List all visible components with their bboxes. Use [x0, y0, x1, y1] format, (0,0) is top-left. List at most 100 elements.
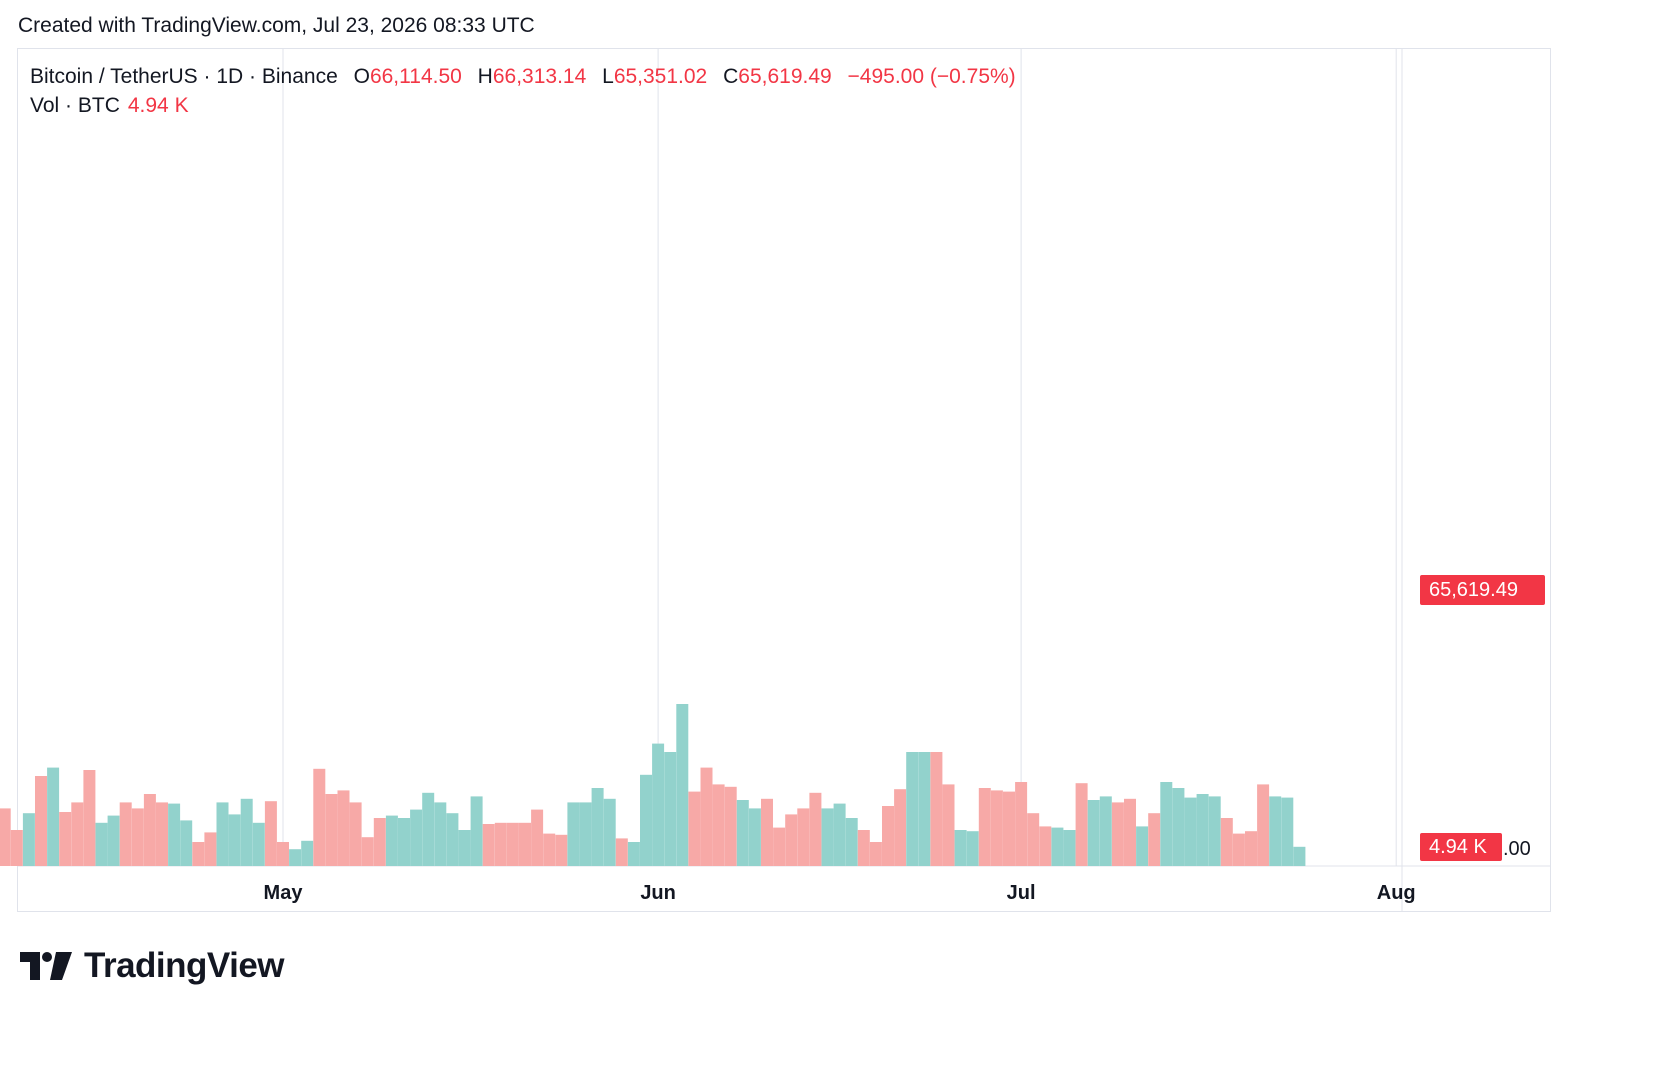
volume-bar: [640, 774, 652, 866]
volume-bar: [978, 788, 991, 866]
volume-bar: [652, 743, 665, 866]
volume-bar: [712, 784, 725, 866]
volume-bar: [894, 789, 907, 866]
tradingview-logo-icon: [20, 952, 72, 980]
volume-bar: [942, 784, 955, 866]
volume-bar: [22, 813, 35, 866]
volume-bar: [35, 776, 47, 866]
tradingview-logo[interactable]: TradingView: [20, 946, 285, 986]
volume-bar: [1124, 798, 1136, 866]
ohlc-row: Bitcoin / TetherUS · 1D · Binance O66,11…: [30, 62, 1016, 91]
time-tick-label: Jul: [1007, 882, 1036, 904]
volume-bar: [506, 822, 519, 866]
volume-row: Vol · BTC 4.94 K: [30, 91, 1016, 120]
volume-bar: [143, 794, 156, 866]
volume-bar: [83, 770, 96, 866]
volume-bar: [785, 814, 798, 866]
volume-bar: [1208, 796, 1221, 866]
chart-grid: [18, 49, 1550, 912]
volume-bar: [47, 767, 60, 866]
volume-bar: [1232, 833, 1245, 866]
volume-bar: [156, 802, 168, 866]
volume-bar: [966, 831, 979, 866]
volume-bar: [361, 837, 374, 866]
volume-bar: [797, 808, 810, 866]
volume-bar: [277, 842, 289, 866]
logo-text: TradingView: [84, 946, 285, 985]
volume-bar: [882, 806, 894, 866]
volume-bar: [1196, 794, 1209, 866]
volume-bar: [1051, 827, 1064, 866]
volume-bar: [1220, 818, 1233, 866]
symbol-label[interactable]: Bitcoin / TetherUS · 1D · Binance: [30, 65, 338, 88]
volume-bar: [918, 752, 931, 866]
volume-bar: [180, 820, 193, 866]
volume-bar: [869, 842, 882, 866]
volume-bar: [385, 815, 398, 866]
volume-bar: [519, 822, 531, 866]
volume-bar: [204, 832, 217, 866]
volume-bar: [252, 822, 265, 866]
time-tick-label: Aug: [1377, 882, 1416, 904]
volume-bar: [1245, 831, 1257, 866]
volume-bar: [664, 752, 677, 866]
volume-value: 4.94 K: [127, 94, 189, 117]
volume-bar: [1293, 846, 1306, 866]
volume-bar: [1111, 802, 1124, 866]
volume-bar: [325, 794, 338, 866]
volume-bar: [906, 752, 919, 866]
volume-bar: [1063, 830, 1076, 866]
price-axis: 58,000.0060,000.0062,000.0064,000.0066,0…: [1503, 838, 1531, 860]
volume-bar: [1099, 796, 1112, 866]
close-value: 65,619.49: [738, 65, 832, 88]
time-tick-label: Jun: [640, 882, 676, 904]
chart-header: Created with TradingView.com, Jul 23, 20…: [18, 14, 535, 37]
open-value: 66,114.50: [369, 65, 462, 88]
volume-bar: [857, 830, 870, 866]
volume-bar: [930, 752, 943, 866]
volume-bar: [809, 792, 822, 866]
volume-bar: [1087, 800, 1100, 866]
volume-bar: [264, 801, 277, 866]
last-price-tag: 65,619.49: [1420, 575, 1545, 605]
volume-bar: [240, 798, 253, 866]
volume-bar: [555, 834, 568, 866]
volume-bar: [1172, 788, 1185, 866]
volume-bar: [422, 792, 435, 866]
volume-bar: [470, 796, 483, 866]
volume-bar: [1148, 813, 1161, 866]
volume-bar: [688, 791, 701, 866]
volume-bar: [1039, 826, 1052, 866]
volume-bar: [676, 704, 689, 866]
volume-label[interactable]: Vol · BTC: [30, 94, 120, 117]
time-axis: May Jun Jul Aug: [264, 882, 1416, 904]
time-tick-label: May: [264, 882, 304, 904]
volume-bar: [845, 818, 858, 866]
chart-frame: [17, 48, 1551, 912]
volume-bar: [579, 802, 592, 866]
volume-bar: [458, 830, 471, 866]
volume-bar: [337, 790, 350, 866]
volume-bar: [434, 802, 447, 866]
volume-bar: [761, 798, 773, 866]
volume-bar: [313, 768, 326, 866]
volume-bar: [990, 790, 1003, 866]
volume-bar: [119, 802, 132, 866]
volume-bar: [1160, 782, 1173, 866]
volume-bar: [543, 833, 556, 866]
volume-bar: [1269, 796, 1282, 866]
volume-bar: [748, 808, 761, 866]
volume-bar: [567, 802, 580, 866]
volume-bar: [349, 802, 362, 866]
volume-bar: [107, 815, 120, 866]
volume-bar: [1003, 791, 1015, 866]
volume-bar: [301, 840, 314, 866]
volume-bar: [1027, 813, 1040, 866]
volume-bar: [168, 803, 181, 866]
volume-bar: [446, 813, 459, 866]
volume-bars: [0, 704, 1306, 866]
volume-bar: [1136, 826, 1149, 866]
volume-bar: [615, 838, 628, 866]
volume-bar: [95, 822, 108, 866]
